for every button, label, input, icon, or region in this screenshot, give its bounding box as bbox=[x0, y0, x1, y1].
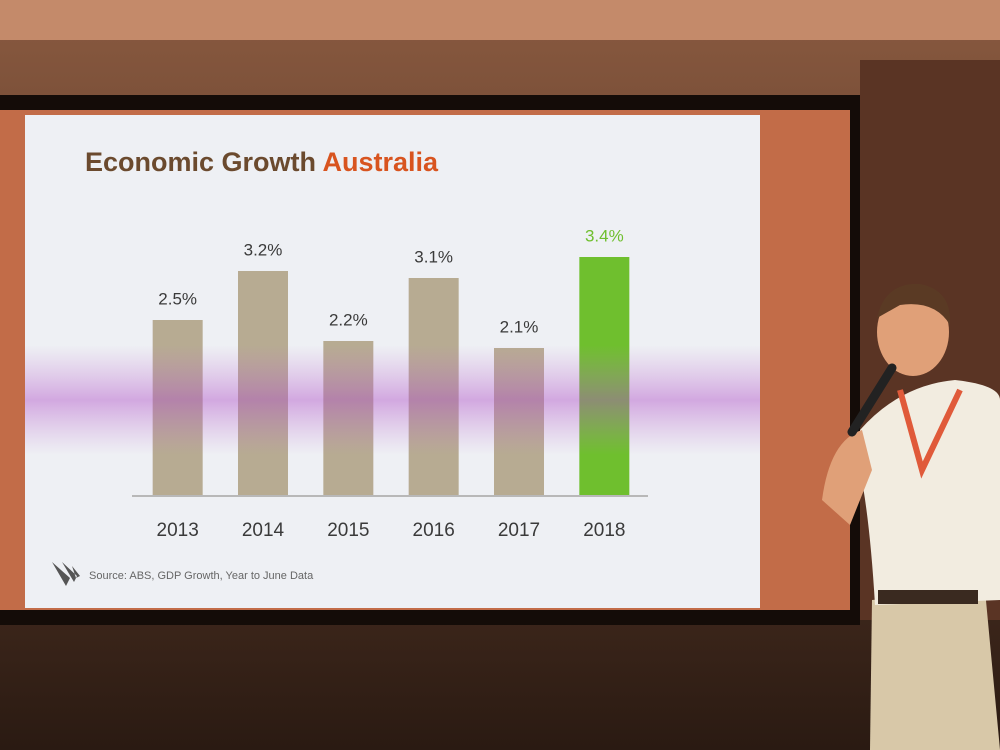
value-label: 2.5% bbox=[158, 289, 197, 308]
value-label: 2.2% bbox=[329, 310, 368, 329]
lanyard bbox=[897, 388, 963, 479]
x-tick-label: 2018 bbox=[583, 520, 625, 541]
chart-title: Economic Growth Australia bbox=[85, 147, 439, 177]
source-note: Source: ABS, GDP Growth, Year to June Da… bbox=[89, 570, 314, 582]
value-label: 3.2% bbox=[244, 240, 283, 259]
speaker bbox=[822, 283, 1000, 750]
projector-glare bbox=[25, 345, 760, 455]
belt bbox=[878, 590, 978, 604]
logo bbox=[52, 562, 80, 586]
ceiling bbox=[0, 0, 1000, 40]
value-label: 3.4% bbox=[585, 226, 624, 245]
hair bbox=[877, 283, 951, 325]
microphone bbox=[847, 363, 897, 437]
x-tick-label: 2014 bbox=[242, 520, 285, 541]
trousers bbox=[870, 590, 1000, 750]
shirt bbox=[860, 380, 1000, 605]
x-tick-label: 2013 bbox=[157, 520, 199, 541]
head bbox=[877, 288, 949, 376]
value-label: 3.1% bbox=[414, 247, 453, 266]
arm bbox=[822, 430, 872, 525]
x-tick-label: 2015 bbox=[327, 520, 369, 541]
title-part: Australia bbox=[323, 147, 440, 177]
x-tick-label: 2016 bbox=[413, 520, 455, 541]
x-tick-label: 2017 bbox=[498, 520, 540, 541]
value-label: 2.1% bbox=[500, 317, 539, 336]
title-part: Economic Growth bbox=[85, 147, 316, 177]
